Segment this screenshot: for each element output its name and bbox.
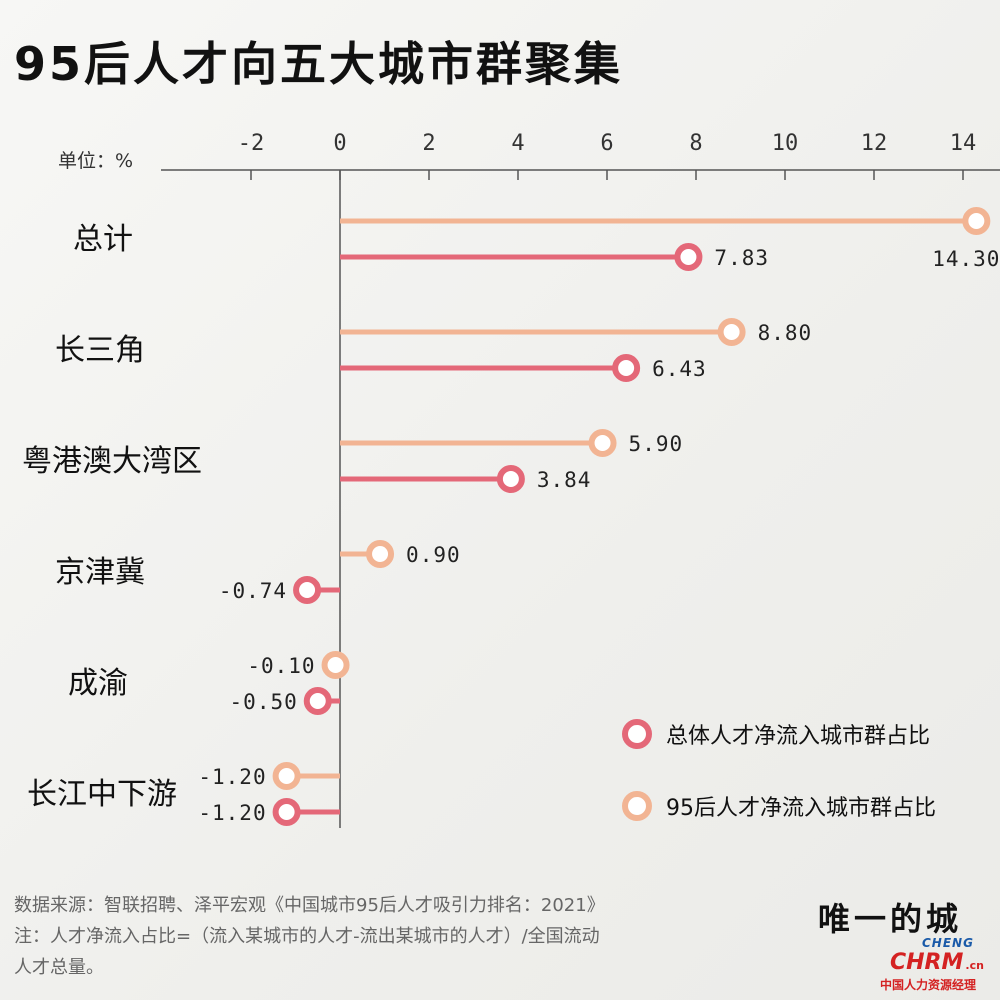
data-label-s0-c1: 8.80 [758,321,813,345]
point-s1-c4 [303,687,332,715]
legend-label-total: 总体人才净流入城市群占比 [666,724,931,749]
legend-marker-post95 [622,791,652,821]
brand-logo: 唯一的城 [818,900,963,938]
point-s1-c0 [674,243,703,271]
legend-item-total: 总体人才净流入城市群占比 [622,716,936,752]
lollipop-chart: -2 0 2 4 6 8 10 12 14 总计 14.30 7.83 长三角 8.80 6.43 粤港澳大湾… [22,131,1000,828]
point-s0-c4 [321,651,350,679]
formula-note-line2: 人才总量。 [14,957,104,978]
point-s0-c0 [962,207,991,235]
brand-subtitle: CHENG [922,936,974,950]
data-label-s1-c2: 3.84 [537,468,592,492]
watermark-subtitle: 中国人力资源经理 [880,978,977,992]
category-label-3: 京津冀 [55,555,145,590]
footer: 数据来源：智联招聘、泽平宏观《中国城市95后人才吸引力排名：2021》 注：人才… [14,890,605,983]
point-s1-c3 [293,576,322,604]
watermark-domain: .cn [965,959,984,972]
category-label-0: 总计 [73,222,133,257]
data-label-s0-c3: 0.90 [406,543,461,567]
category-label-4: 成渝 [68,666,128,701]
watermark-logo: CHRM .cn [890,950,984,975]
legend-marker-total [622,719,652,749]
x-tick-label-5: 8 [689,131,702,156]
legend: 总体人才净流入城市群占比 95后人才净流入城市群占比 [622,716,936,860]
data-label-s0-c2: 5.90 [629,432,684,456]
point-s1-c5 [272,798,301,826]
data-label-s0-c0: 14.30 [932,247,1000,271]
point-s1-c1 [612,354,641,382]
data-label-s0-c4: -0.10 [247,654,315,678]
category-label-5: 长江中下游 [27,777,177,812]
point-s0-c1 [717,318,746,346]
x-tick-label-3: 4 [511,131,524,156]
category-label-1: 长三角 [55,333,145,368]
formula-note-line1: 注：人才净流入占比=（流入某城市的人才-流出某城市的人才）/全国流动 [14,926,600,947]
category-label-2: 粤港澳大湾区 [22,444,202,479]
data-label-s1-c0: 7.83 [714,246,769,270]
chart-title: 95后人才向五大城市群聚集 [14,37,624,91]
point-s1-c2 [496,465,525,493]
x-tick-label-4: 6 [600,131,613,156]
watermark-logo-text: CHRM [890,950,964,975]
x-tick-label-0: -2 [238,131,265,156]
legend-item-post95: 95后人才净流入城市群占比 [622,788,936,824]
point-s0-c5 [272,762,301,790]
data-label-s1-c4: -0.50 [230,690,298,714]
x-tick-label-1: 0 [333,131,346,156]
point-s0-c2 [588,429,617,457]
legend-label-post95: 95后人才净流入城市群占比 [666,796,936,821]
data-label-s0-c5: -1.20 [198,765,266,789]
x-tick-label-6: 10 [772,131,799,156]
data-label-s1-c3: -0.74 [219,579,287,603]
data-label-s1-c5: -1.20 [198,801,266,825]
x-tick-label-8: 14 [950,131,977,156]
x-tick-label-2: 2 [422,131,435,156]
source-note: 数据来源：智联招聘、泽平宏观《中国城市95后人才吸引力排名：2021》 [14,895,605,916]
point-s0-c3 [366,540,395,568]
data-label-s1-c1: 6.43 [652,357,707,381]
unit-label: 单位：% [58,150,134,172]
x-tick-label-7: 12 [861,131,888,156]
